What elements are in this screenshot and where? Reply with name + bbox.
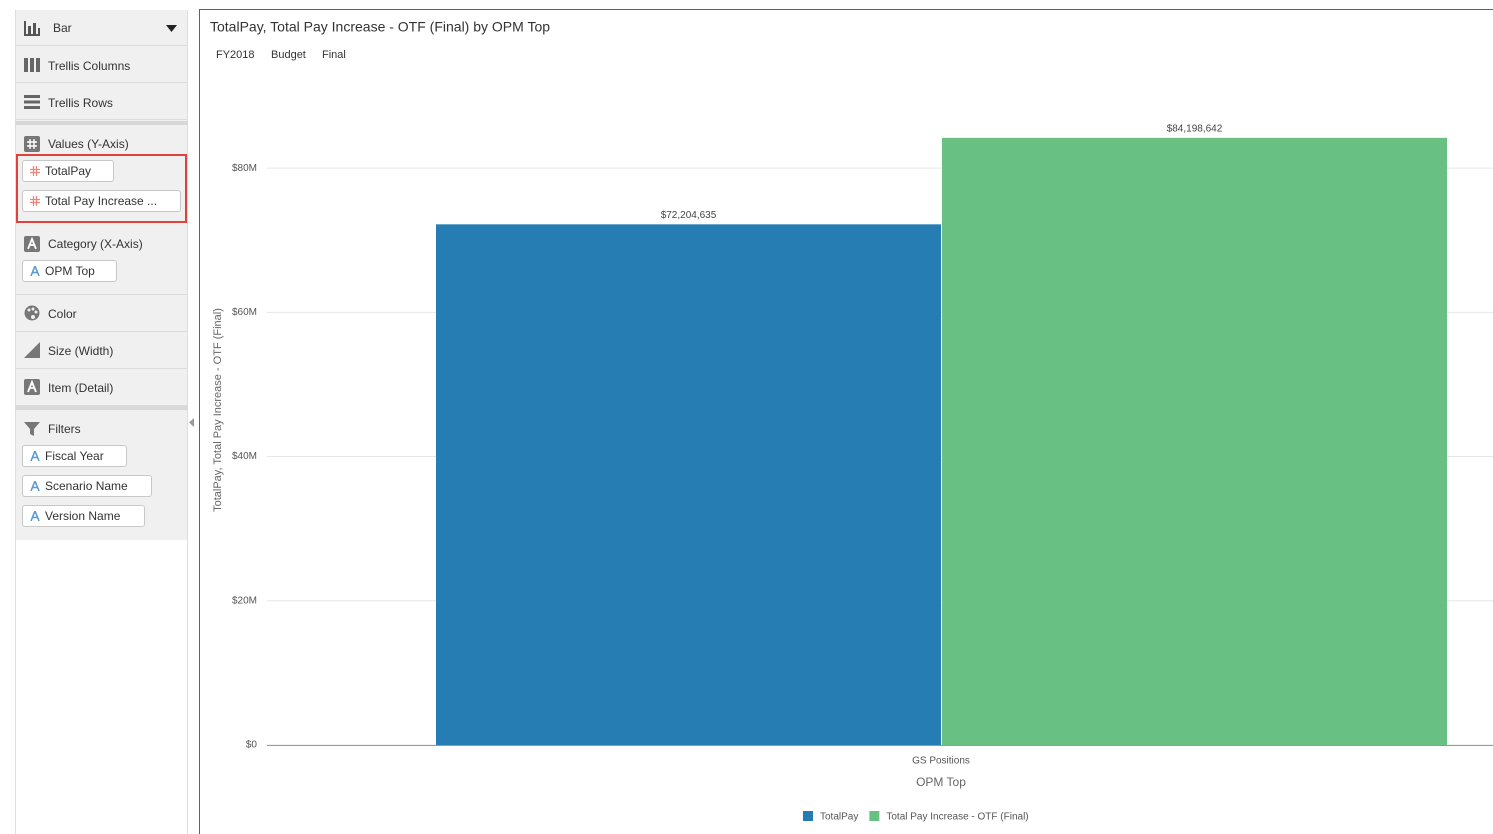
label: Size (Width) <box>48 344 114 358</box>
palette-icon <box>24 305 40 321</box>
number-glyph <box>30 196 40 206</box>
filter-value: FY2018 <box>216 49 255 61</box>
pill-label: OPM Top <box>45 264 95 278</box>
label: Color <box>48 307 77 321</box>
sidebar-border <box>15 10 188 834</box>
pill-label: Fiscal Year <box>45 449 104 463</box>
chart-type-select[interactable]: Bar <box>15 10 188 46</box>
bar <box>436 224 941 746</box>
legend-label: TotalPay <box>820 812 858 823</box>
rows-icon <box>24 95 40 109</box>
filter-pill[interactable]: Scenario Name <box>22 475 152 497</box>
item-row[interactable]: Item (Detail) <box>15 369 188 406</box>
x-tick-label: GS Positions <box>912 756 970 767</box>
size-row[interactable]: Size (Width) <box>15 332 188 369</box>
x-axis-title: OPM Top <box>916 775 966 789</box>
filter-pill[interactable]: Version Name <box>22 505 145 527</box>
label: Trellis Rows <box>48 96 113 110</box>
value-label: $84,198,642 <box>1167 123 1223 134</box>
chart-title: TotalPay, Total Pay Increase - OTF (Fina… <box>210 19 550 35</box>
text-glyph <box>30 451 40 461</box>
bar-icon <box>24 21 40 36</box>
text-glyph <box>30 511 40 521</box>
legend-swatch <box>803 811 813 821</box>
y-tick-label: $60M <box>232 307 257 318</box>
filter-icon <box>24 422 40 436</box>
collapse-handle[interactable] <box>189 418 195 428</box>
highlight-box <box>16 154 187 223</box>
separator <box>15 121 188 125</box>
filter-value: Final <box>322 49 346 61</box>
filters-header: Filters <box>48 422 81 436</box>
value-label: $72,204,635 <box>661 210 717 221</box>
dropdown-arrow <box>166 25 177 32</box>
number-glyph <box>30 166 40 176</box>
label: Trellis Columns <box>48 59 131 73</box>
category-header: Category (X-Axis) <box>48 237 143 251</box>
legend-label: Total Pay Increase - OTF (Final) <box>886 812 1028 823</box>
trellis-columns-row[interactable]: Trellis Columns <box>15 47 188 83</box>
chart-type: Bar <box>53 21 72 35</box>
bar <box>942 137 1447 746</box>
y-tick-label: $20M <box>232 595 257 606</box>
y-tick-label: $40M <box>232 451 257 462</box>
text-icon <box>24 379 40 395</box>
number-icon <box>24 136 40 152</box>
filter-value: Budget <box>271 49 306 61</box>
color-row[interactable]: Color <box>15 295 188 332</box>
trellis-rows-row[interactable]: Trellis Rows <box>15 84 188 120</box>
separator <box>15 294 188 295</box>
chart-panel <box>199 9 1493 834</box>
text-icon <box>24 236 40 252</box>
value-pill[interactable]: TotalPay <box>22 160 114 182</box>
legend-swatch <box>869 811 880 821</box>
category-pill[interactable]: OPM Top <box>22 260 117 282</box>
pill-label: Scenario Name <box>45 479 128 493</box>
y-axis-title: TotalPay, Total Pay Increase - OTF (Fina… <box>212 308 224 512</box>
value-pill[interactable]: Total Pay Increase ... <box>22 190 181 212</box>
values-header: Values (Y-Axis) <box>48 137 129 151</box>
label: Item (Detail) <box>48 381 114 395</box>
y-tick-label: $80M <box>232 163 257 174</box>
text-glyph <box>30 266 40 276</box>
text-glyph <box>30 481 40 491</box>
pill-label: Version Name <box>45 509 121 523</box>
size-icon <box>24 342 40 358</box>
columns-icon <box>24 58 40 72</box>
separator <box>15 406 188 410</box>
filter-pill[interactable]: Fiscal Year <box>22 445 127 467</box>
pill-label: Total Pay Increase ... <box>45 194 158 208</box>
pill-label: TotalPay <box>45 164 92 178</box>
y-tick-label: $0 <box>246 740 258 751</box>
